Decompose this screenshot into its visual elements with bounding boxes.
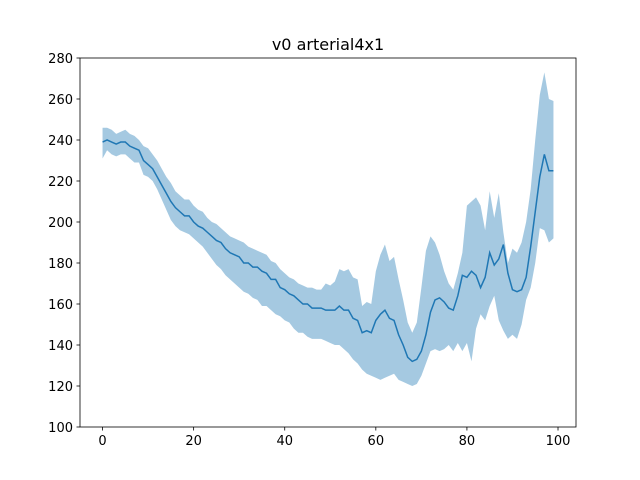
y-tick-label: 280 (48, 52, 73, 67)
y-tick-label: 120 (48, 380, 73, 395)
x-tick-label: 40 (276, 434, 293, 449)
mean-line (102, 139, 554, 363)
y-tick-label: 260 (48, 93, 73, 108)
y-tick-label: 180 (48, 257, 73, 272)
band (102, 72, 554, 386)
x-tick-label: 80 (459, 434, 476, 449)
x-tick-label: 20 (185, 434, 202, 449)
x-tick-label: 0 (98, 434, 106, 449)
y-tick-label: 240 (48, 134, 73, 149)
chart-title: v0 arterial4x1 (272, 35, 384, 54)
y-tick-label: 160 (48, 298, 73, 313)
plot-frame (79, 57, 577, 428)
x-tick-label: 100 (546, 434, 571, 449)
y-tick-label: 140 (48, 339, 73, 354)
y-tick-label: 200 (48, 216, 73, 231)
x-tick-label: 60 (368, 434, 385, 449)
y-tick-label: 220 (48, 175, 73, 190)
y-tick-label: 100 (48, 421, 73, 436)
